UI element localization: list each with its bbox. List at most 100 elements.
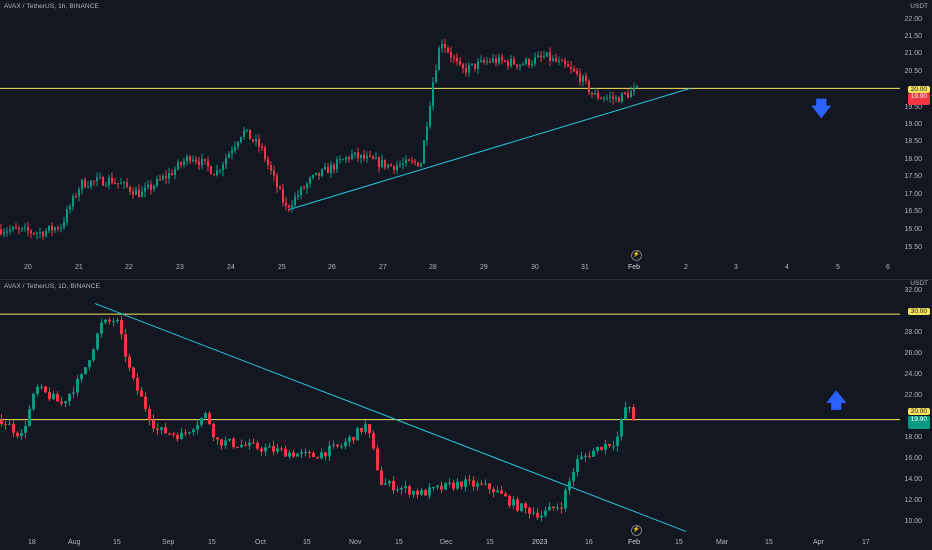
candle-1h-candle [387,164,389,168]
time-tick: 31 [581,264,589,271]
candle-1h-candle [522,64,524,66]
candle-1h-candle [498,56,500,64]
candle-1h-candle [213,173,215,176]
candle-1h-candle [147,184,149,188]
candle-1h-candle [285,202,287,206]
arrow-up-icon: 🡅 [826,390,847,412]
candle-1h-candle [189,156,191,161]
candle-1h-candle [315,172,317,175]
candle-1h-candle [222,164,224,171]
candle-1d-candle [264,447,267,452]
time-tick: 15 [208,539,216,546]
lightning-icon[interactable]: ⚡ [631,250,642,261]
time-tick: 21 [75,264,83,271]
candle-1d-candle [152,419,155,429]
candle-1h-candle [132,191,134,195]
lightning-icon[interactable]: ⚡ [631,525,642,536]
candle-1h-candle [24,227,26,229]
candle-1h-candle [543,56,545,58]
candle-1h-candle [423,140,425,164]
candle-1h-candle [582,76,584,82]
time-tick: Mar [716,539,729,546]
candle-1d-candle [632,407,635,421]
level-badge-upper: 30.00 [907,308,930,315]
candle-1d-candle [52,394,55,400]
candle-1h-candle [291,205,293,208]
price-tick: 28.00 [904,329,922,336]
price-badge-1h: 19.90 [907,93,930,105]
candle-1d-candle [428,487,431,496]
candle-1d-candle [444,482,447,490]
candle-1h-candle [429,106,431,127]
candle-1d-candle [568,481,571,491]
candle-1d-candle [560,507,563,509]
candle-1h-candle [174,169,176,175]
candle-1h-candle [420,163,422,167]
candle-1h-candle [12,227,14,230]
chart-pane-1h[interactable]: AVAX / TetherUS, 1h, BINANCE USDT 22.00 … [0,0,932,280]
candle-1d-candle [268,446,271,448]
candle-1h-candle [48,225,50,231]
time-tick: 16 [585,539,593,546]
candle-1h-candle [0,229,2,235]
candle-1h-candle [435,70,437,83]
candle-1h-candle [201,158,203,166]
price-tick: 18.00 [904,434,922,441]
candle-1h-candle [303,187,305,189]
candle-1h-candle [318,172,320,177]
candle-1d-candle [296,453,299,457]
candle-1d-candle [220,439,223,446]
candle-1d-candle [352,437,355,441]
candle-1h-candle [525,58,527,65]
currency-label-1d: USDT [910,280,928,287]
candle-1h-candle [294,196,296,206]
candle-1d-candle [132,367,135,378]
candle-1d-candle [572,471,575,482]
candle-1h-candle [66,209,68,222]
price-tick: 22.00 [904,392,922,399]
candle-1d-candle [404,486,407,489]
candle-1h-candle [312,174,314,178]
candle-1d-candle [116,319,119,322]
candle-1d-candle [208,413,211,425]
candle-1h-candle [234,146,236,151]
candle-1d-candle [276,448,279,452]
candle-1h-candle [33,233,35,235]
candle-1d-candle [460,481,463,487]
candle-1h-candle [468,64,470,73]
candle-1d-candle [108,319,111,322]
candle-1d-candle [280,448,283,450]
candle-1h-candle [342,159,344,161]
candle-1h-candle [336,159,338,170]
candle-1h-candle [186,156,188,162]
candle-1h-candle [288,205,290,208]
time-tick: 5 [836,264,840,271]
candle-1h-candle [306,183,308,189]
candle-1d-candle [24,426,27,433]
time-tick: Feb [628,264,641,271]
candle-1h-candle [366,155,368,159]
candle-1h-candle [477,61,479,69]
candle-1d-candle [488,483,491,490]
candle-1d-candle [292,452,295,457]
candle-1h-candle [15,227,17,229]
candle-1d-candle [172,433,175,435]
candle-1d-candle [492,489,495,493]
symbol-label-1d: AVAX / TetherUS, 1D, BINANCE [4,283,100,290]
time-tick: 28 [429,264,437,271]
candle-1h-candle [249,129,251,140]
chart-pane-1d[interactable]: AVAX / TetherUS, 1D, BINANCE USDT 32.00 … [0,280,932,550]
candlestick-chart-1d[interactable] [0,280,932,550]
candle-1h-candle [399,164,401,166]
candle-1h-candle [141,191,143,197]
candle-1d-candle [412,490,415,495]
price-tick: 21.50 [904,33,922,40]
candle-1d-candle [372,433,375,449]
candle-1d-candle [100,322,103,334]
time-tick: 23 [176,264,184,271]
candle-1d-candle [196,424,199,430]
candle-1d-candle [508,496,511,506]
candle-1h-candle [351,154,353,159]
candle-1d-candle [0,419,3,424]
candlestick-chart-1h[interactable] [0,0,932,279]
